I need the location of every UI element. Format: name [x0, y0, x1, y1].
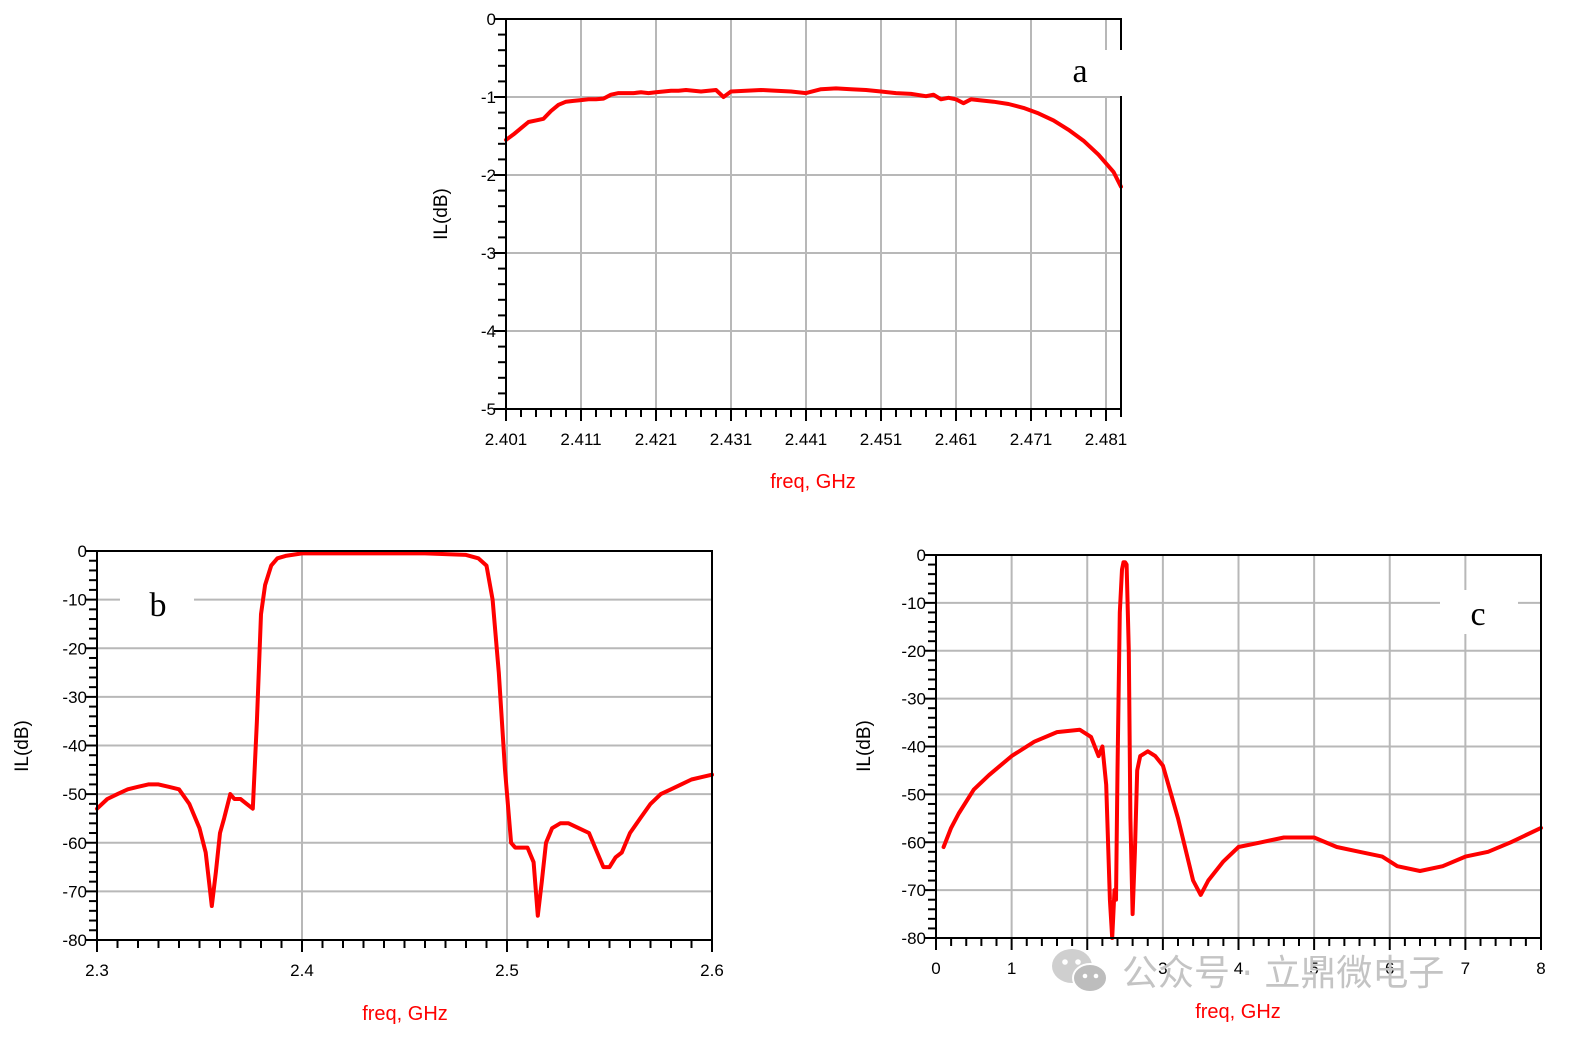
x-tick-label-2: 2.5: [495, 961, 519, 980]
y-tick-label-5: -50: [62, 785, 87, 804]
x-tick-label-8: 8: [1536, 959, 1545, 978]
panel-letter-background: [1440, 590, 1518, 634]
y-tick-label-2: -20: [901, 642, 926, 661]
series-line-0: [941, 560, 1543, 940]
y-tick-label-5: -50: [901, 785, 926, 804]
y-tick-label-7: -70: [62, 882, 87, 901]
x-tick-label-3: 2.431: [710, 430, 753, 449]
y-tick-label-1: -1: [481, 88, 496, 107]
y-axis: 0 -1 -2 -3 -4 -5: [481, 10, 506, 419]
y-tick-label-7: -70: [901, 881, 926, 900]
chart-panel-c: 0123456780-10-20-30-40-50-60-70-80IL(dB)…: [854, 546, 1546, 1023]
y-tick-label-8: -80: [62, 931, 87, 950]
grid: [97, 551, 712, 940]
y-tick-label-3: -3: [481, 244, 496, 263]
y-axis-title: IL(dB): [854, 720, 875, 772]
x-tick-label-4: 2.441: [785, 430, 828, 449]
y-tick-label-3: -30: [901, 690, 926, 709]
x-tick-label-3: 3: [1158, 959, 1167, 978]
panel-letter: c: [1470, 596, 1485, 633]
panel-letter-background: [1050, 50, 1140, 96]
y-tick-label-0: 0: [917, 546, 926, 565]
plot-area: [506, 19, 1121, 409]
x-tick-label-4: 4: [1234, 959, 1243, 978]
y-tick-label-0: 0: [78, 542, 87, 561]
series-line-0: [504, 86, 1123, 189]
series-line-0: [95, 551, 714, 918]
y-tick-label-6: -60: [62, 834, 87, 853]
y-tick-label-1: -10: [62, 591, 87, 610]
panel-letter: a: [1072, 53, 1087, 90]
x-tick-label-1: 1: [1007, 959, 1016, 978]
wechat-logo-icon: [1052, 949, 1108, 993]
y-tick-label-5: -5: [481, 400, 496, 419]
x-axis: 2.3 2.4 2.5 2.6: [85, 940, 724, 980]
x-tick-label-5: 2.451: [860, 430, 903, 449]
panel-letter-background: [120, 582, 194, 626]
x-tick-label-0: 2.401: [485, 430, 528, 449]
y-tick-label-4: -40: [62, 737, 87, 756]
y-tick-label-4: -40: [901, 738, 926, 757]
x-tick-label-6: 2.461: [935, 430, 978, 449]
watermark-text: 公众号 · 立鼎微电子: [1122, 953, 1444, 994]
chart-panel-a: 2.401 2.411 2.421 2.431 2.441 2.451 2.461 2.471…: [431, 10, 1140, 493]
x-tick-label-1: 2.4: [290, 961, 314, 980]
y-axis: 0 -10 -20 -30 -40 -50 -60 -70 -80: [62, 542, 97, 950]
grid: [506, 19, 1121, 409]
x-tick-label-7: 2.471: [1010, 430, 1053, 449]
y-tick-label-1: -10: [901, 594, 926, 613]
x-tick-label-3: 2.6: [700, 961, 724, 980]
y-tick-label-2: -20: [62, 639, 87, 658]
x-axis-title: freq, GHz: [770, 471, 856, 493]
x-tick-label-2: 2.421: [635, 430, 678, 449]
x-axis: 012345678: [931, 938, 1546, 978]
y-tick-label-0: 0: [487, 10, 496, 29]
y-axis: 0 -10 -20 -30 -40 -50 -60 -70 -80: [901, 546, 936, 948]
x-tick-label-8: 2.481: [1085, 430, 1128, 449]
y-tick-label-2: -2: [481, 166, 496, 185]
chart-panel-b: 2.3 2.4 2.5 2.6 0 -10 -20 -30 -40 -50 -60 -70 -80 IL(…: [12, 542, 724, 1025]
x-tick-label-6: 6: [1385, 959, 1394, 978]
grid: [936, 555, 1541, 938]
plot-frame: [505, 18, 1122, 410]
x-tick-label-0: 0: [931, 959, 940, 978]
x-tick-label-0: 2.3: [85, 961, 109, 980]
x-tick-label-1: 2.411: [560, 430, 601, 449]
y-tick-label-4: -4: [481, 322, 496, 341]
watermark: 公众号 · 立鼎微电子: [1052, 949, 1444, 994]
x-tick-label-7: 7: [1461, 959, 1470, 978]
y-tick-label-6: -60: [901, 833, 926, 852]
panel-letter: b: [150, 587, 167, 624]
x-axis-title: freq, GHz: [362, 1003, 448, 1025]
x-axis: 2.401 2.411 2.421 2.431 2.441 2.451 2.461 2.471…: [485, 409, 1128, 449]
y-tick-label-3: -30: [62, 688, 87, 707]
x-axis-title: freq, GHz: [1195, 1001, 1281, 1023]
y-axis-title: IL(dB): [431, 188, 452, 240]
x-tick-label-5: 5: [1309, 959, 1318, 978]
y-tick-label-8: -80: [901, 929, 926, 948]
y-axis-title: IL(dB): [12, 720, 33, 772]
